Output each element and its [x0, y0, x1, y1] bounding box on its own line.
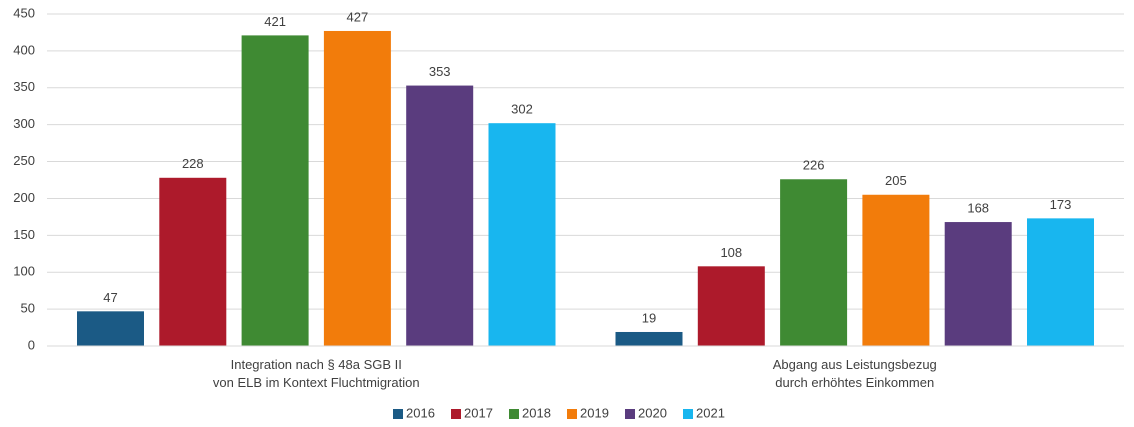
legend-label: 2017 [464, 405, 493, 420]
bar [159, 177, 227, 346]
bar [488, 123, 556, 347]
legend-label: 2019 [580, 405, 609, 420]
legend-swatch [393, 409, 403, 419]
data-label: 421 [264, 14, 286, 29]
y-tick-label: 150 [13, 227, 35, 242]
bar [697, 266, 765, 346]
y-tick-label: 50 [21, 301, 35, 316]
bar [944, 222, 1012, 346]
data-label: 427 [347, 9, 369, 24]
legend-label: 2020 [638, 405, 667, 420]
x-tick-label: Abgang aus Leistungsbezug durch erhöhtes… [772, 357, 937, 390]
y-tick-label: 450 [13, 5, 35, 20]
bar [323, 30, 391, 346]
legend-swatch [567, 409, 577, 419]
bar [615, 331, 683, 346]
y-tick-label: 250 [13, 153, 35, 168]
bar [1027, 218, 1094, 346]
x-tick-label: Integration nach § 48a SGB II von ELB im… [212, 357, 420, 390]
data-label: 205 [885, 173, 907, 188]
bar [862, 194, 930, 346]
bar [241, 35, 309, 346]
legend-swatch [509, 409, 519, 419]
legend-swatch [625, 409, 635, 419]
data-label: 168 [967, 200, 989, 215]
data-label: 228 [182, 156, 204, 171]
y-tick-label: 0 [28, 337, 35, 352]
bar [780, 179, 848, 346]
data-label: 47 [103, 290, 117, 305]
legend-label: 2021 [696, 405, 725, 420]
data-label: 302 [511, 102, 533, 117]
legend-label: 2018 [522, 405, 551, 420]
legend-swatch [683, 409, 693, 419]
legend-swatch [451, 409, 461, 419]
data-label: 353 [429, 64, 451, 79]
y-tick-label: 300 [13, 116, 35, 131]
legend-label: 2016 [406, 405, 435, 420]
y-tick-label: 350 [13, 79, 35, 94]
y-tick-label: 200 [13, 190, 35, 205]
y-tick-label: 100 [13, 264, 35, 279]
bar [77, 311, 144, 346]
bar [406, 85, 474, 346]
y-tick-label: 400 [13, 42, 35, 57]
data-label: 226 [803, 158, 825, 173]
data-label: 19 [642, 310, 656, 325]
data-label: 173 [1050, 197, 1072, 212]
data-label: 108 [720, 245, 742, 260]
